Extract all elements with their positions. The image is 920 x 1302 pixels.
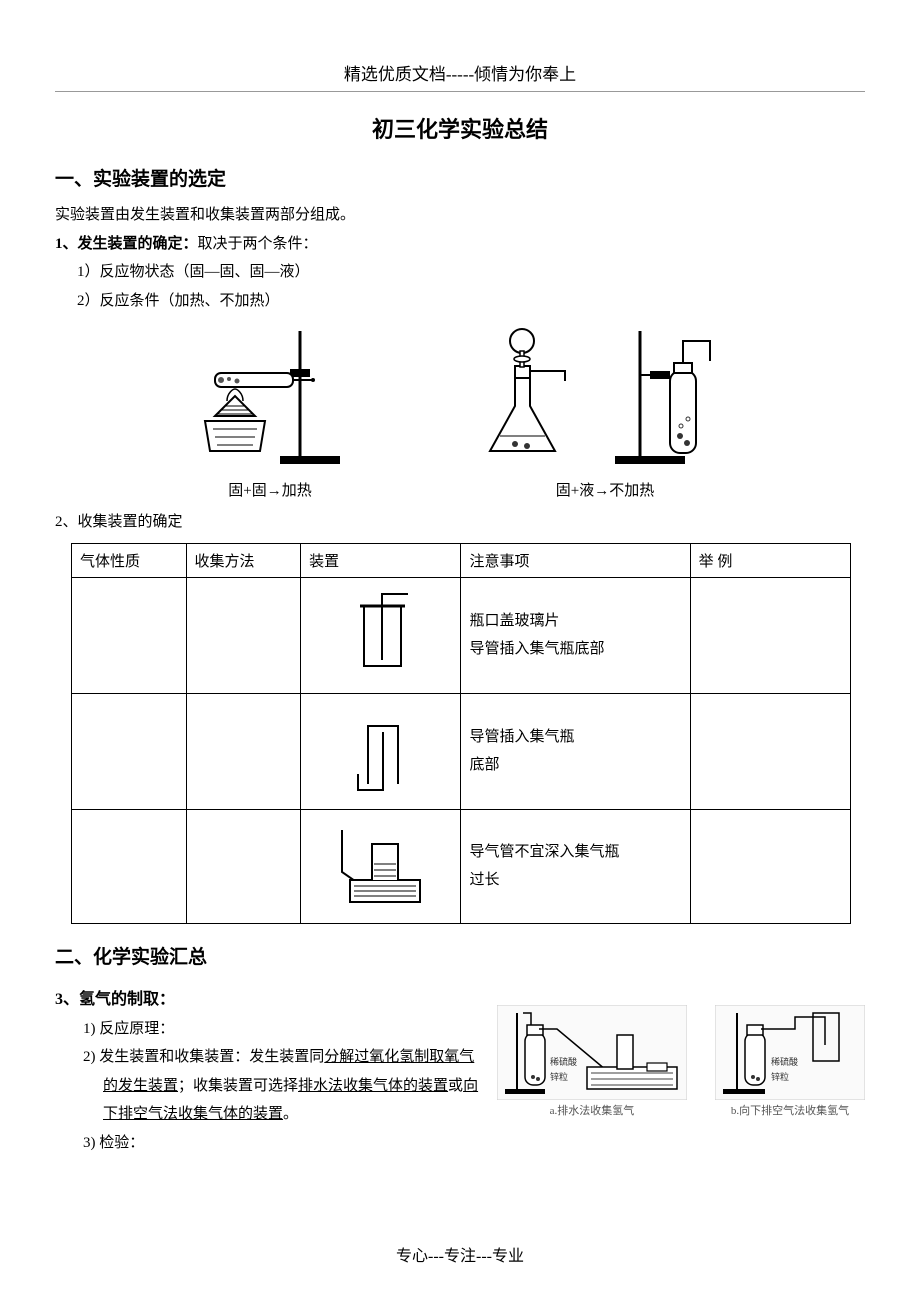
li1-label: 1) — [83, 1021, 96, 1037]
hydrogen-figures: 稀硫酸 锌粒 a.排水法收集氢气 稀硫酸 锌粒 — [497, 1005, 865, 1118]
table-row: 瓶口盖玻璃片 导管插入集气瓶底部 — [72, 577, 851, 693]
table-row: 导气管不宜深入集气瓶 过长 — [72, 809, 851, 923]
note-r1-l1: 瓶口盖玻璃片 — [469, 607, 681, 636]
generation-diagrams: 固+固→加热 — [55, 321, 865, 500]
sub1-tail: 取决于两个条件： — [198, 236, 318, 252]
section1-heading: 一、实验装置的选定 — [55, 164, 865, 191]
note-r1-l2: 导管插入集气瓶底部 — [469, 635, 681, 664]
table-row: 导管插入集气瓶 底部 — [72, 693, 851, 809]
hydrogen-water-method-icon: 稀硫酸 锌粒 — [497, 1005, 687, 1100]
label-zn: 锌粒 — [550, 1071, 568, 1082]
sub1-item1: 1）反应物状态（固—固、固—液） — [55, 258, 865, 287]
li3-text: 检验： — [99, 1135, 144, 1151]
li2-d: 。 — [283, 1106, 298, 1122]
li1-text: 反应原理： — [99, 1021, 174, 1037]
header-watermark: 精选优质文档-----倾情为你奉上 — [55, 60, 865, 92]
upward-displacement-icon — [346, 588, 416, 678]
sub1-title: 1、发生装置的确定： — [55, 236, 198, 252]
apparatus-solid-liquid-noheat-icon — [475, 321, 735, 471]
li2-a: 发生装置和收集装置：发生装置同 — [99, 1049, 324, 1065]
apparatus-solid-solid-heat-icon — [185, 321, 355, 471]
li2-u2: 排水法收集气体的装置 — [298, 1078, 448, 1094]
caption-solid-liquid: 固+液→不加热 — [556, 479, 654, 500]
footer-text: 专心---专注---专业 — [0, 1242, 920, 1266]
water-displacement-icon — [336, 820, 426, 908]
li2-b: ；收集装置可选择 — [178, 1078, 298, 1094]
th-property: 气体性质 — [72, 543, 187, 577]
collection-table: 气体性质 收集方法 装置 注意事项 举 例 瓶口盖玻璃片 导管插入集气瓶底部 — [71, 543, 851, 924]
page-title: 初三化学实验总结 — [55, 112, 865, 144]
label-acid-b: 稀硫酸 — [771, 1056, 798, 1067]
th-device: 装置 — [301, 543, 461, 577]
label-zn-b: 锌粒 — [771, 1071, 789, 1082]
th-notes: 注意事项 — [461, 543, 690, 577]
li3-label: 3) — [83, 1135, 96, 1151]
fig-a-caption: a.排水法收集氢气 — [550, 1102, 635, 1118]
sub2-title: 2、收集装置的确定 — [55, 508, 865, 537]
label-acid: 稀硫酸 — [550, 1056, 577, 1067]
fig-b-caption: b.向下排空气法收集氢气 — [731, 1102, 849, 1118]
note-r3-l1: 导气管不宜深入集气瓶 — [469, 838, 681, 867]
th-example: 举 例 — [690, 543, 850, 577]
note-r3-l2: 过长 — [469, 866, 681, 895]
caption-solid-solid: 固+固→加热 — [228, 479, 311, 500]
section1-intro: 实验装置由发生装置和收集装置两部分组成。 — [55, 201, 865, 230]
note-r2-l1: 导管插入集气瓶 — [469, 723, 681, 752]
hydrogen-air-method-icon: 稀硫酸 锌粒 — [715, 1005, 865, 1100]
th-method: 收集方法 — [186, 543, 301, 577]
sub2-title-text: 2、收集装置的确定 — [55, 514, 183, 530]
section2-heading: 二、化学实验汇总 — [55, 942, 865, 969]
note-r2-l2: 底部 — [469, 751, 681, 780]
sub1-item2: 2）反应条件（加热、不加热） — [55, 287, 865, 316]
li2-c: 或 — [448, 1078, 463, 1094]
li2-label: 2) — [83, 1049, 96, 1065]
sub1-line: 1、发生装置的确定：取决于两个条件： — [55, 230, 865, 259]
downward-displacement-icon — [346, 704, 416, 794]
